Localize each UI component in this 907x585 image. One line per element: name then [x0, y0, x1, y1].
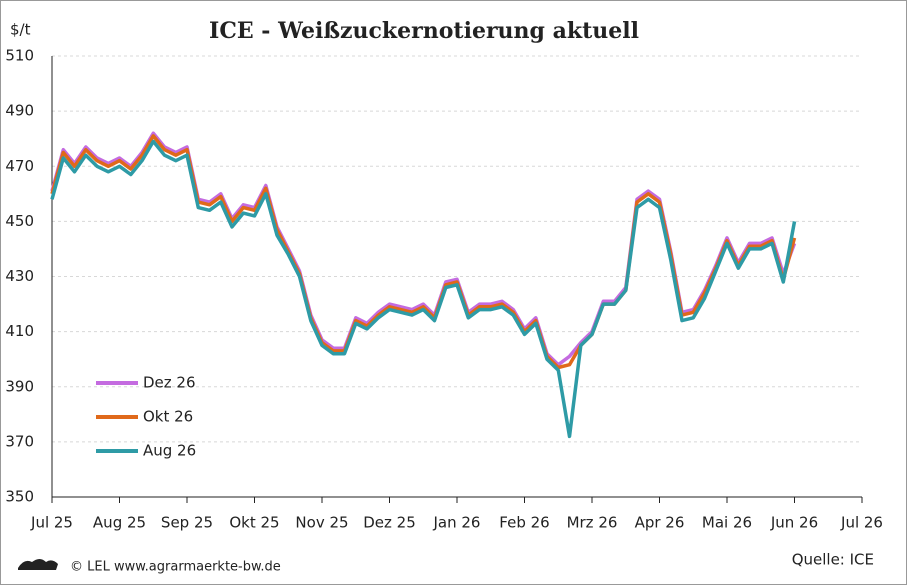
y-tick-label: 470 — [5, 157, 34, 175]
x-tick-label: Aug 25 — [93, 514, 146, 532]
x-tick-label: Feb 26 — [499, 514, 549, 532]
credit: © LEL www.agrarmaerkte-bw.de — [70, 560, 281, 575]
x-tick-label: Mrz 26 — [567, 514, 618, 532]
source: Quelle: ICE — [792, 551, 874, 569]
x-tick-label: Apr 26 — [635, 514, 685, 532]
y-tick-label: 510 — [5, 47, 34, 65]
x-tick-label: Jul 25 — [30, 514, 73, 532]
x-tick-label: Dez 25 — [363, 514, 416, 532]
y-tick-label: 350 — [5, 488, 34, 506]
y-tick-label: 370 — [5, 432, 34, 450]
x-tick-label: Okt 25 — [229, 514, 279, 532]
x-tick-label: Jan 26 — [433, 514, 481, 532]
y-tick-label: 430 — [5, 267, 34, 285]
legend-label: Aug 26 — [143, 442, 196, 460]
y-tick-label: 390 — [5, 377, 34, 395]
x-tick-label: Sep 25 — [161, 514, 213, 532]
x-tick-label: Jun 26 — [770, 514, 818, 532]
y-tick-label: 490 — [5, 102, 34, 120]
logo — [18, 559, 58, 570]
series-line — [50, 139, 797, 439]
y-tick-label: 450 — [5, 212, 34, 230]
plot-area: 350 370 390 410 430 450 470 490 510 Jul 25 Aug 25 S… — [5, 47, 883, 532]
x-tick-label: Jul 26 — [840, 514, 883, 532]
legend-label: Dez 26 — [143, 374, 196, 392]
x-tick-label: Mai 26 — [702, 514, 752, 532]
legend-label: Okt 26 — [143, 408, 193, 426]
y-tick-label: 410 — [5, 322, 34, 340]
y-axis-label: $/t — [10, 21, 31, 39]
chart-title: ICE - Weißzuckernotierung aktuell — [209, 18, 639, 44]
x-tick-label: Nov 25 — [295, 514, 348, 532]
